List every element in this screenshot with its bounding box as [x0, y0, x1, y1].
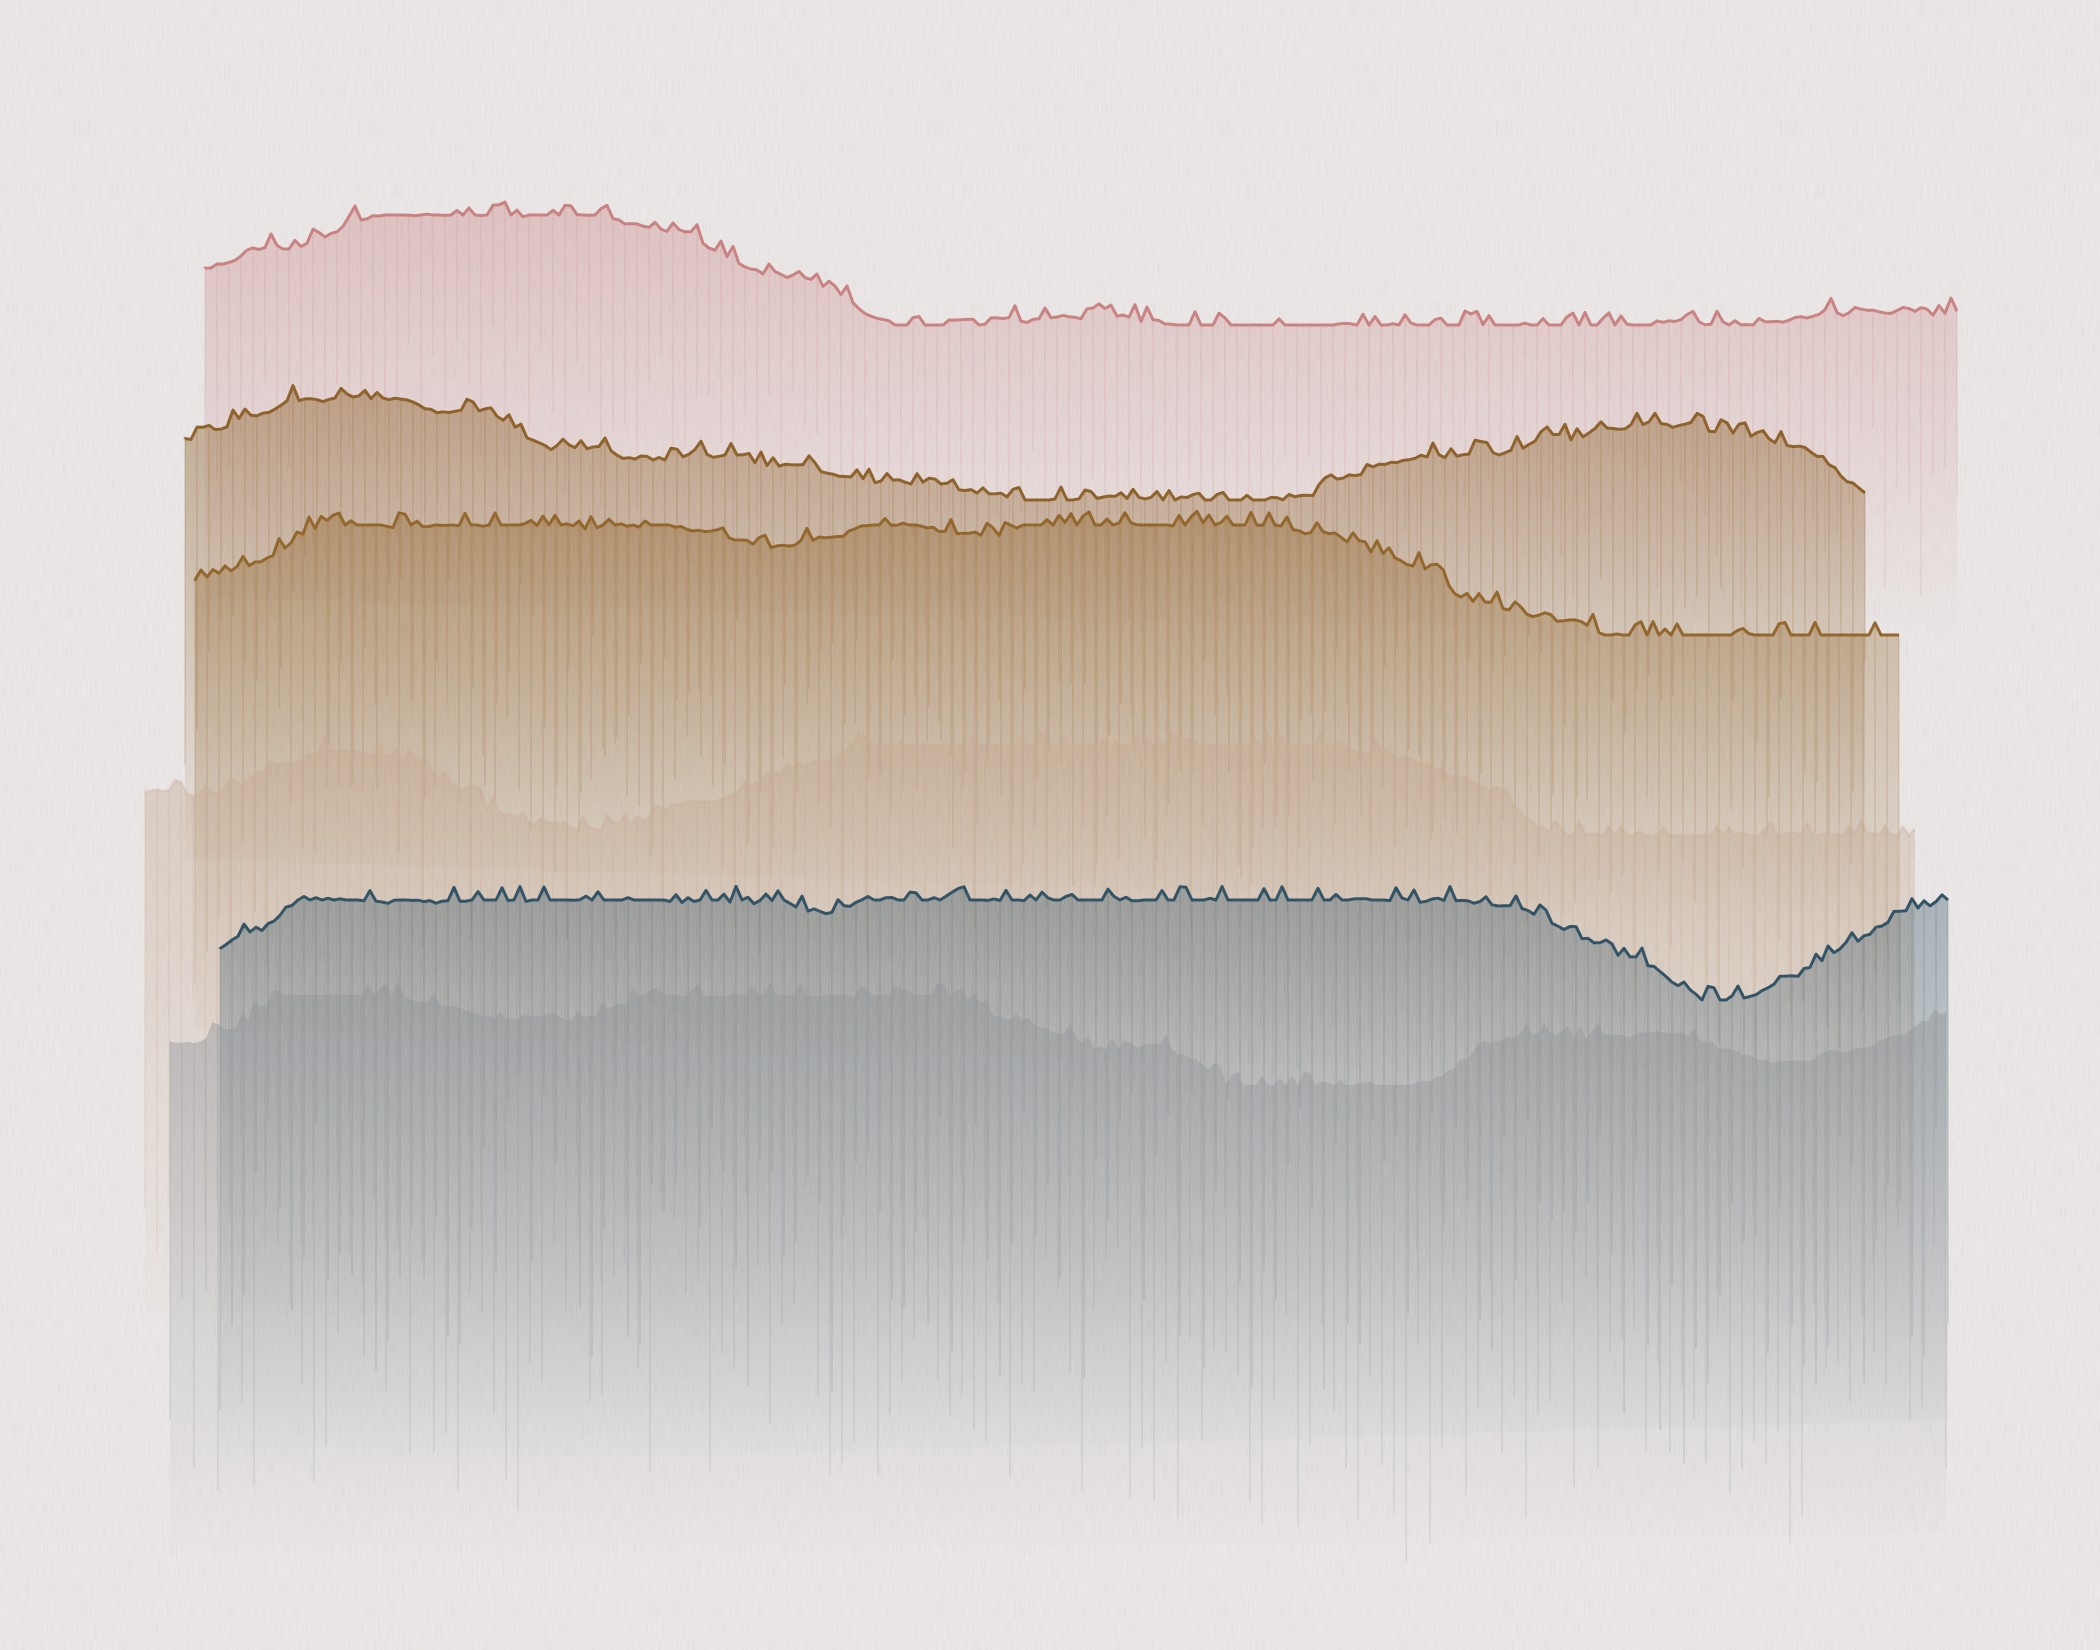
grain-overlay	[0, 0, 2100, 1650]
generative-landscape-artwork	[0, 0, 2100, 1650]
